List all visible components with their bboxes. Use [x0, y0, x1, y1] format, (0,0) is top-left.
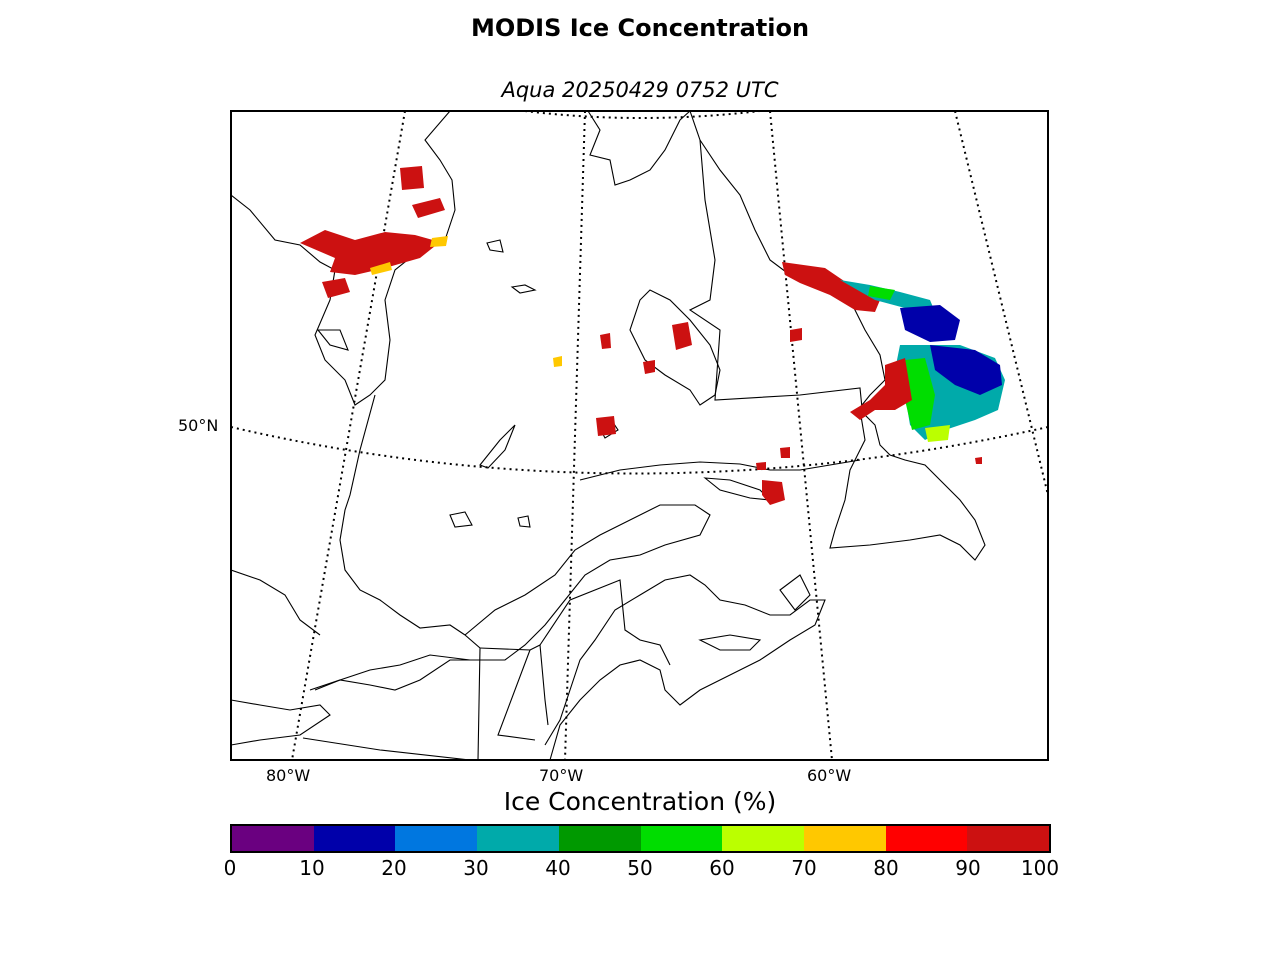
newfoundland-outline [829, 408, 986, 561]
ice-patch-labrador [782, 262, 880, 312]
colorbar-tick: 40 [545, 856, 571, 880]
lat-label-50n: 50°N [178, 416, 219, 435]
colorbar-segment-0-10 [232, 826, 314, 851]
ice-patch-small-1 [643, 360, 655, 374]
ice-patch-nfld-yellowgreen [925, 425, 950, 442]
map-subtitle: Aqua 20250429 0752 UTC [501, 78, 779, 102]
north-shore [579, 459, 861, 481]
ice-patch-manic [596, 416, 616, 436]
colorbar-segment-70-80 [803, 826, 886, 851]
ice-patch-nfld-green [905, 358, 935, 430]
colorbar-segment-10-20 [313, 826, 396, 851]
ice-patch-nfld-small [975, 457, 982, 464]
colorbar-tick: 60 [709, 856, 735, 880]
caniapiscau-outline [629, 289, 721, 406]
colorbar-segment-80-90 [885, 826, 968, 851]
ice-patch-small-2 [553, 356, 562, 367]
colorbar-tick: 0 [223, 856, 237, 880]
ice-patch-gulf-2 [780, 447, 790, 458]
ice-patch-labrador-blue [900, 305, 960, 342]
ice-patch-labrador-small [790, 328, 802, 342]
lake-outline-1 [486, 239, 504, 253]
cape-breton-outline [779, 574, 811, 611]
parallel-50n [231, 426, 1048, 475]
ice-patch-nfld-red [850, 358, 912, 420]
ice-patch-labrador-green [868, 286, 895, 300]
ice-patch-hudson [300, 230, 440, 275]
vt-nh-border [479, 647, 536, 741]
colorbar-segment-20-30 [395, 826, 478, 851]
colorbar-tick: 80 [873, 856, 899, 880]
james-bay-coast [339, 394, 466, 636]
ice-patch-hudson-yellow-2 [370, 262, 392, 275]
ice-patch-hudson-3 [400, 166, 424, 190]
ice-patch-hudson-4 [412, 198, 445, 218]
colorbar-tick: 70 [791, 856, 817, 880]
meridian-80w [291, 111, 406, 760]
lake-outline-2 [510, 284, 537, 294]
hudson-coast [231, 111, 456, 406]
meridian-60w [769, 111, 833, 760]
colorbar-tick: 100 [1020, 856, 1060, 880]
map-title: MODIS Ice Concentration [470, 14, 810, 42]
colorbar-segment-40-50 [558, 826, 641, 851]
parallel-60n [524, 111, 761, 119]
maritimes-coast [544, 574, 826, 760]
colorbar-tick: 20 [381, 856, 407, 880]
lake-erie-outline [231, 699, 331, 746]
colorbar [230, 824, 1051, 853]
nh-me-border [529, 644, 549, 726]
lake-ontario-outline [309, 659, 470, 691]
us-state-border [302, 737, 471, 760]
ice-patch-hudson-yellow [430, 236, 448, 247]
ice-patch-gulf [762, 480, 785, 505]
lon-label-80w: 80°W [266, 766, 311, 785]
lake-outline-4 [449, 511, 473, 528]
lon-label-60w: 60°W [807, 766, 852, 785]
ice-patch-nfld-blue [930, 345, 1002, 395]
colorbar-segment-30-40 [477, 826, 559, 851]
colorbar-segment-60-70 [722, 826, 804, 851]
georgian-bay-coast [231, 569, 321, 636]
ice-patch-gulf-3 [756, 462, 766, 470]
ungava-coast [587, 111, 691, 186]
island-outline [316, 329, 349, 351]
lake-outline-3 [517, 515, 531, 528]
lon-label-70w: 70°W [539, 766, 584, 785]
graticule [231, 111, 1048, 760]
map-frame [230, 110, 1049, 761]
colorbar-tick: 30 [463, 856, 489, 880]
colorbar-segment-50-60 [640, 826, 723, 851]
colorbar-tick: 50 [627, 856, 653, 880]
pei-outline [698, 634, 762, 651]
map-background [231, 111, 1048, 760]
meridian-70w [564, 111, 586, 760]
ice-data [300, 166, 1005, 505]
colorbar-title: Ice Concentration (%) [503, 787, 777, 816]
ice-patch-hudson-2 [322, 278, 350, 298]
ice-patch-reservoir [672, 322, 692, 350]
colorbar-tick: 90 [955, 856, 981, 880]
colorbar-segment-90-100 [967, 826, 1050, 851]
ice-patch-small-3 [600, 333, 611, 349]
maine-nb-border [539, 579, 671, 666]
st-lawrence-coast [314, 504, 711, 691]
colorbar-tick: 10 [299, 856, 325, 880]
quebec-labrador-border [688, 139, 863, 409]
